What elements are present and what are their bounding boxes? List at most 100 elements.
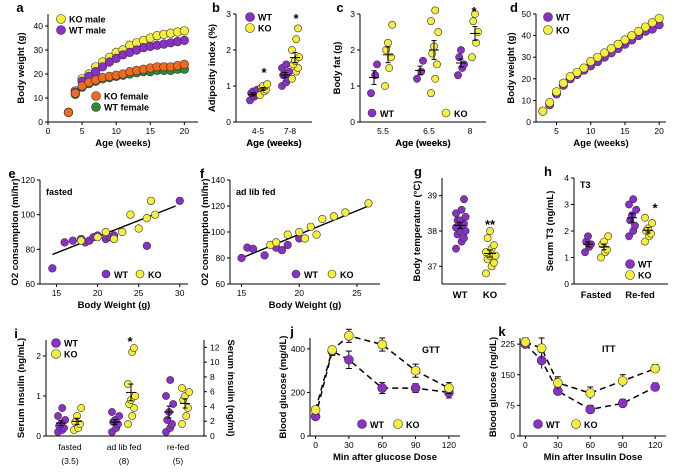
data-point bbox=[558, 78, 568, 88]
y-tick-label: 1 bbox=[36, 391, 41, 401]
legend-label: KO female bbox=[104, 92, 149, 102]
data-point bbox=[572, 67, 582, 77]
legend-label: KO male bbox=[69, 15, 106, 25]
y2-tick-label: 4 bbox=[210, 401, 215, 411]
y-tick-label: 100 bbox=[211, 227, 225, 237]
x-tick-label: 120 bbox=[648, 440, 662, 450]
data-point bbox=[606, 44, 616, 54]
data-point bbox=[490, 241, 498, 250]
data-point bbox=[427, 89, 435, 98]
data-point bbox=[285, 67, 294, 76]
y-tick-label: 10 bbox=[34, 93, 44, 103]
x-tick-label: 0 bbox=[313, 440, 318, 450]
data-point bbox=[295, 227, 304, 237]
x-tick-label: 0 bbox=[523, 440, 528, 450]
panel-label: d bbox=[510, 0, 518, 15]
legend-label: WT bbox=[380, 109, 394, 119]
x-axis-label: Min after Insulin Dose bbox=[544, 452, 643, 463]
panel-a: 0 10 20 30 40 0 5 10 15 20 Age (weeks) Body weight … bbox=[16, 0, 198, 149]
y-axis-label: Body weight (g) bbox=[16, 32, 27, 103]
y-tick-label: 0 bbox=[300, 431, 305, 441]
fit-line bbox=[241, 205, 369, 259]
data-point bbox=[260, 251, 269, 260]
data-point bbox=[457, 46, 465, 54]
data-point bbox=[306, 222, 315, 231]
data-point bbox=[384, 38, 392, 47]
data-point bbox=[130, 344, 138, 352]
data-point bbox=[318, 214, 327, 224]
data-point bbox=[312, 230, 321, 239]
y2-tick-label: 10 bbox=[210, 357, 220, 367]
panel-label: e bbox=[8, 166, 15, 181]
data-point bbox=[327, 345, 338, 355]
data-point bbox=[292, 35, 301, 44]
data-point bbox=[272, 238, 281, 247]
legend-marker bbox=[245, 23, 255, 33]
y-tick-label: 0 bbox=[564, 279, 569, 289]
panel-g: 37 38 39 Body temperature (°C) g WT KO ** bbox=[412, 164, 506, 301]
data-point bbox=[417, 67, 426, 76]
data-point bbox=[461, 227, 470, 235]
y-tick-label: 2 bbox=[226, 45, 231, 55]
y-tick-label: 0 bbox=[526, 117, 531, 127]
y-tick-label: 140 bbox=[211, 175, 225, 185]
data-point bbox=[455, 53, 464, 62]
y-tick-label: 50 bbox=[522, 9, 532, 19]
x-tick-label: 20 bbox=[654, 126, 664, 136]
x-sublabel: (5) bbox=[173, 456, 184, 466]
data-point bbox=[310, 405, 321, 415]
x-tick-label: 15 bbox=[146, 126, 156, 136]
x-category-label: fasted bbox=[58, 442, 81, 452]
data-point bbox=[457, 205, 466, 214]
data-point bbox=[490, 258, 498, 267]
data-point bbox=[48, 264, 57, 273]
panel-title: ad lib fed bbox=[236, 187, 276, 197]
data-point bbox=[650, 382, 660, 392]
x-tick-label: 5 bbox=[554, 126, 559, 136]
panel-title: T3 bbox=[580, 180, 591, 190]
legend-label: KO bbox=[584, 420, 598, 430]
x-axis-label: Age (weeks) bbox=[246, 138, 301, 149]
legend-marker bbox=[625, 259, 635, 269]
data-point bbox=[483, 234, 492, 242]
y-tick-label: 20 bbox=[34, 69, 44, 79]
data-point bbox=[179, 26, 189, 36]
data-point bbox=[565, 72, 575, 82]
data-point bbox=[545, 98, 555, 108]
y-axis-label: Body temperature (°C) bbox=[412, 181, 423, 282]
data-point bbox=[584, 232, 592, 241]
x-category-label: ad lib fed bbox=[107, 442, 142, 452]
y-tick-label: 2 bbox=[36, 351, 41, 361]
data-point bbox=[263, 80, 272, 89]
data-point bbox=[410, 365, 421, 376]
x-category-label: 7-8 bbox=[284, 126, 297, 136]
data-point bbox=[282, 60, 291, 69]
x-tick-label: 5 bbox=[80, 126, 85, 136]
data-point bbox=[599, 48, 609, 58]
data-point bbox=[115, 412, 124, 420]
panel-label: k bbox=[498, 324, 506, 339]
legend-label: WT bbox=[114, 270, 128, 280]
data-point bbox=[410, 383, 421, 393]
legend-marker bbox=[543, 25, 553, 35]
legend-marker bbox=[533, 419, 543, 429]
y-tick-label: 80 bbox=[26, 244, 36, 254]
legend-label: WT bbox=[556, 13, 570, 23]
legend-marker bbox=[135, 269, 145, 279]
y-tick-label: 1 bbox=[226, 81, 231, 91]
y-axis-label: O2 consumption (ml/hr) bbox=[200, 178, 211, 285]
panel-label: j bbox=[289, 324, 294, 339]
x-axis-label: Body Weight (g) bbox=[78, 300, 151, 311]
x-tick-label: 25 bbox=[134, 288, 144, 298]
y-tick-label: 10 bbox=[522, 95, 532, 105]
x-axis-label: Age (weeks) bbox=[395, 138, 450, 149]
data-point bbox=[654, 13, 664, 23]
data-point bbox=[373, 60, 381, 69]
legend-marker bbox=[101, 269, 111, 279]
panel-label: g bbox=[414, 164, 422, 179]
x-tick-label: 60 bbox=[377, 440, 387, 450]
y-tick-label: 30 bbox=[34, 45, 44, 55]
data-point bbox=[178, 420, 186, 428]
